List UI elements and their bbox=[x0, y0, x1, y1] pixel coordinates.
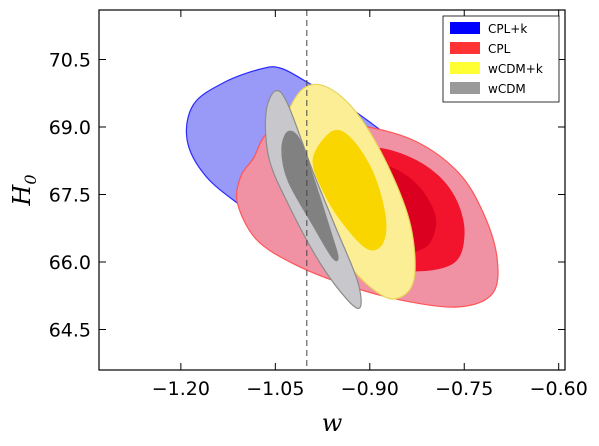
legend-swatch bbox=[450, 62, 480, 74]
x-tick-label: −1.20 bbox=[152, 378, 210, 400]
legend-swatch bbox=[450, 82, 480, 94]
y-tick-label: 66.0 bbox=[49, 252, 91, 274]
y-tick-label: 69.0 bbox=[49, 117, 91, 139]
legend-swatch bbox=[450, 22, 480, 34]
x-tick-label: −0.60 bbox=[530, 378, 588, 400]
contour-layer bbox=[185, 66, 499, 310]
contour-wcdm-k-68- bbox=[312, 129, 387, 251]
plot-frame bbox=[98, 9, 566, 371]
contour-wcdm-68- bbox=[281, 130, 339, 262]
y-tick-label: 70.5 bbox=[49, 50, 91, 72]
x-tick-label: −0.75 bbox=[435, 378, 493, 400]
legend-label: CPL bbox=[488, 42, 511, 56]
legend-label: CPL+k bbox=[488, 22, 527, 36]
x-tick-label: −1.05 bbox=[246, 378, 304, 400]
x-axis-label: w bbox=[322, 409, 343, 437]
legend-swatch bbox=[450, 42, 480, 54]
y-tick-label: 64.5 bbox=[49, 320, 91, 342]
x-tick-label: −0.90 bbox=[341, 378, 399, 400]
legend: CPL+k CPL wCDM+k wCDM bbox=[442, 15, 560, 103]
axis-ticks: −1.20 −1.05 −0.90 −0.75 −0.60 64.5 66.0 67.5 69.… bbox=[49, 10, 588, 400]
series-wcdm bbox=[264, 89, 362, 310]
y-axis-label: H0 bbox=[8, 174, 40, 206]
legend-label: wCDM+k bbox=[488, 62, 543, 76]
legend-label: wCDM bbox=[488, 82, 526, 96]
y-tick-label: 67.5 bbox=[49, 185, 91, 207]
